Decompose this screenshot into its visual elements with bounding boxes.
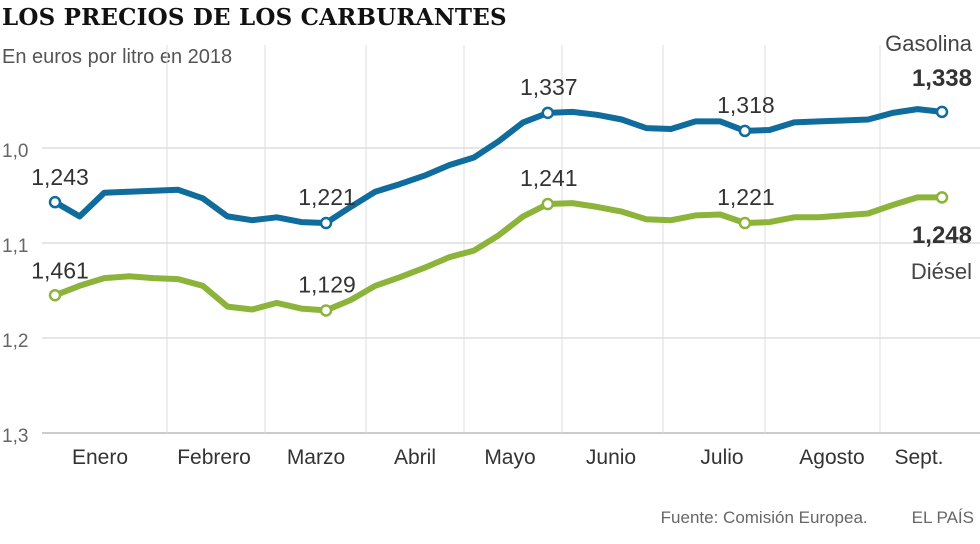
data-label: 1,129 [298, 271, 356, 297]
x-tick-label: Julio [700, 446, 743, 469]
data-label: 1,318 [717, 92, 775, 118]
x-tick-label: Junio [586, 446, 636, 469]
data-point-marker [738, 124, 752, 138]
data-label: 1,338 [912, 65, 972, 92]
data-point-marker [541, 197, 555, 211]
data-point-marker [48, 289, 62, 302]
data-point-marker [738, 216, 752, 230]
data-label: 1,248 [912, 222, 972, 249]
data-label: 1,337 [520, 74, 578, 100]
data-label: 1,241 [520, 165, 578, 191]
data-point-marker [935, 105, 949, 119]
series-line-gasolina [52, 106, 945, 226]
x-tick-label: Mayo [484, 446, 535, 469]
data-point-marker [935, 191, 949, 204]
source-note: Fuente: Comisión Europea. [660, 508, 868, 527]
grid-layer [42, 45, 980, 434]
x-tick-label: Febrero [177, 446, 251, 469]
x-tick-label: Abril [394, 446, 436, 469]
data-labels: 1,243 1,221 1,337 1,318 1,338 1,461 1,129 1,241… [31, 65, 972, 297]
series-line-diesel [52, 194, 945, 314]
y-tick-label: 1,3 [2, 426, 28, 447]
y-axis-ticks: 1,0 1,1 1,2 1,3 [2, 141, 28, 447]
y-tick-label: 1,1 [2, 236, 28, 257]
y-tick-label: 1,0 [2, 141, 28, 162]
x-axis-months: Enero Febrero Marzo Abril Mayo Junio Julio Agos… [72, 446, 944, 469]
series-lines [52, 106, 945, 314]
data-point-marker [48, 195, 62, 209]
data-label: 1,461 [31, 257, 89, 283]
data-label: 1,221 [717, 184, 775, 210]
data-point-marker [319, 216, 333, 230]
publisher-name: EL PAÍS [911, 508, 974, 527]
data-label: 1,221 [298, 184, 356, 210]
y-tick-label: 1,2 [2, 331, 28, 352]
x-tick-label: Sept. [894, 446, 943, 469]
data-label: 1,243 [31, 164, 89, 190]
x-tick-label: Enero [72, 446, 128, 469]
series-markers [48, 105, 949, 317]
x-tick-label: Agosto [799, 446, 864, 469]
x-tick-label: Marzo [287, 446, 345, 469]
data-point-marker [319, 304, 333, 317]
series-label-gasolina: Gasolina [885, 31, 973, 56]
series-label-diesel: Diésel [911, 259, 972, 284]
chart-title: LOS PRECIOS DE LOS CARBURANTES [2, 4, 507, 31]
data-point-marker [541, 106, 555, 120]
chart-subtitle: En euros por litro en 2018 [2, 46, 233, 68]
credits: Fuente: Comisión Europea. EL PAÍS [661, 508, 974, 528]
